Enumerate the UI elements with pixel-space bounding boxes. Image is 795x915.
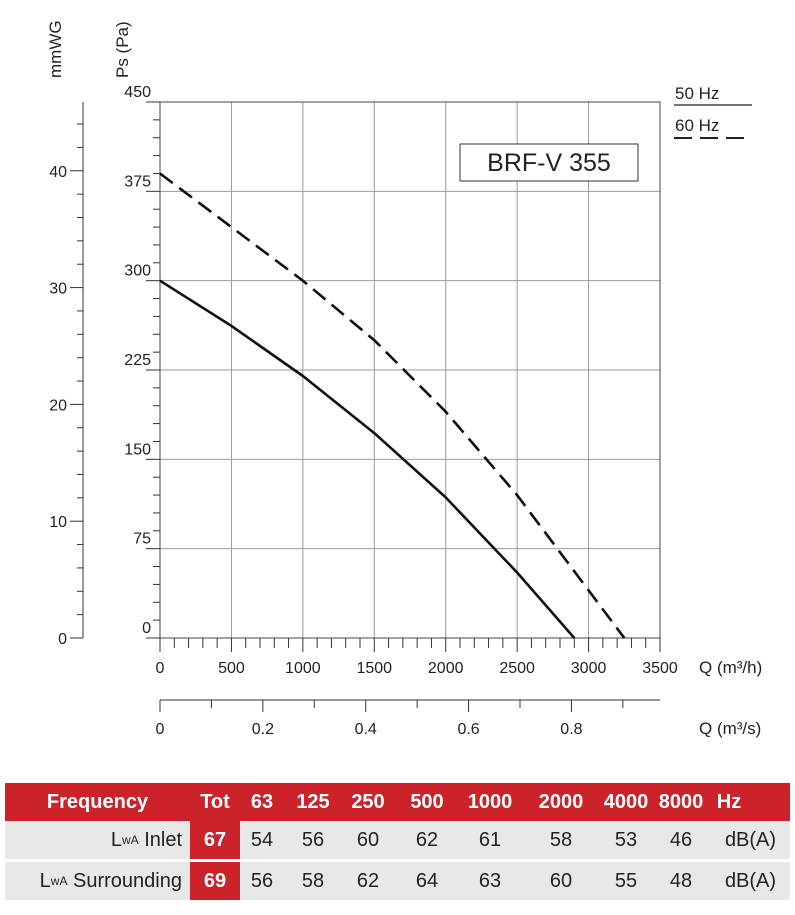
cell-value: 58 <box>549 828 573 851</box>
header-band: 1000 <box>467 790 513 813</box>
cell-value: 48 <box>669 869 693 892</box>
mmwg-tick-label: 10 <box>49 514 67 531</box>
x2-tick-label: 0.6 <box>457 721 479 738</box>
cell-value: 55 <box>614 869 638 892</box>
cell-value: 62 <box>415 828 439 851</box>
header-unit: Hz <box>716 790 742 813</box>
cell-value: 56 <box>250 869 274 892</box>
x2-tick-label: 0.8 <box>560 721 582 738</box>
row-label-main: L <box>110 828 122 851</box>
cell-value: 61 <box>478 828 502 851</box>
cell-value: 63 <box>478 869 502 892</box>
legend-label-60hz: 60 Hz <box>675 116 719 135</box>
header-band: 250 <box>351 790 385 813</box>
row-tot-inlet: 67 <box>190 821 240 859</box>
x2-tick-label: 0 <box>156 721 165 738</box>
y-axis-ticks: 0 75 150 225 300 375 450 <box>124 84 160 639</box>
cell-value: 60 <box>356 828 380 851</box>
x-tick-label: 1500 <box>356 660 392 677</box>
chart-title-box <box>459 143 639 182</box>
mmwg-axis: 0 10 20 30 40 <box>49 102 84 648</box>
cell-value: 46 <box>669 828 693 851</box>
flow-m3s-axis: 0 0.2 0.4 0.6 0.8 <box>156 699 660 738</box>
series-line-50hz <box>159 279 576 639</box>
header-tot: Tot <box>200 790 230 813</box>
row-label-sub: wA <box>121 833 139 847</box>
x-tick-label: 3500 <box>642 660 678 677</box>
mmwg-tick-label: 20 <box>49 397 67 414</box>
chart-title: BRF-V 355 <box>487 149 611 177</box>
x2-tick-label: 0.4 <box>355 721 377 738</box>
mmwg-axis-label: mmWG <box>46 20 65 78</box>
chart-legend: 50 Hz 60 Hz <box>674 84 752 139</box>
row-label-rest: Surrounding <box>67 869 182 892</box>
cell-value: 62 <box>356 869 380 892</box>
series-line-60hz <box>159 172 626 639</box>
mmwg-tick-label: 30 <box>49 281 67 298</box>
cell-value: 56 <box>301 828 325 851</box>
x2-axis-label: Q (m³/s) <box>699 719 761 738</box>
cell-value: 58 <box>301 869 325 892</box>
x-tick-label: 500 <box>218 660 245 677</box>
y-tick-label: 150 <box>124 441 151 458</box>
x2-tick-label: 0.2 <box>252 721 274 738</box>
cell-value: 54 <box>250 828 274 851</box>
header-band: 63 <box>250 790 274 813</box>
chart-grid <box>159 101 661 639</box>
y-tick-label: 75 <box>133 531 151 548</box>
y-tick-label: 0 <box>142 620 151 637</box>
row-tot-surrounding: 69 <box>190 862 240 900</box>
row-unit-inlet: dB(A) <box>724 828 777 851</box>
header-frequency: Frequency <box>46 790 149 813</box>
x-tick-label: 2000 <box>428 660 464 677</box>
y-tick-label: 225 <box>124 352 151 369</box>
mmwg-tick-label: 40 <box>49 164 67 181</box>
x-tick-label: 2500 <box>499 660 535 677</box>
x-axis-label: Q (m³/h) <box>699 658 762 677</box>
x-tick-label: 3000 <box>571 660 607 677</box>
y-tick-label: 300 <box>124 263 151 280</box>
y-tick-label: 450 <box>124 84 151 101</box>
cell-value: 53 <box>614 828 638 851</box>
header-band: 4000 <box>603 790 649 813</box>
x-tick-label: 0 <box>156 660 165 677</box>
cell-value: 64 <box>415 869 439 892</box>
header-band: 125 <box>296 790 330 813</box>
row-label-sub: wA <box>50 874 68 888</box>
y-axis-label: Ps (Pa) <box>113 21 132 78</box>
y-tick-label: 375 <box>124 173 151 190</box>
legend-label-50hz: 50 Hz <box>675 84 719 103</box>
header-band: 2000 <box>538 790 584 813</box>
row-unit-surrounding: dB(A) <box>724 869 777 892</box>
fan-curves <box>159 172 626 639</box>
header-band: 8000 <box>658 790 704 813</box>
row-label-rest: Inlet <box>138 828 182 851</box>
table-header-row: Frequency Tot 63 125 250 500 1000 2000 4000 800… <box>5 783 790 821</box>
row-label-main: L <box>39 869 51 892</box>
mmwg-tick-label: 0 <box>58 631 67 648</box>
header-band: 500 <box>410 790 444 813</box>
x-tick-label: 1000 <box>285 660 321 677</box>
x-axis-ticks: 0 500 1000 1500 2000 2500 3000 3500 <box>156 638 678 677</box>
cell-value: 60 <box>549 869 573 892</box>
